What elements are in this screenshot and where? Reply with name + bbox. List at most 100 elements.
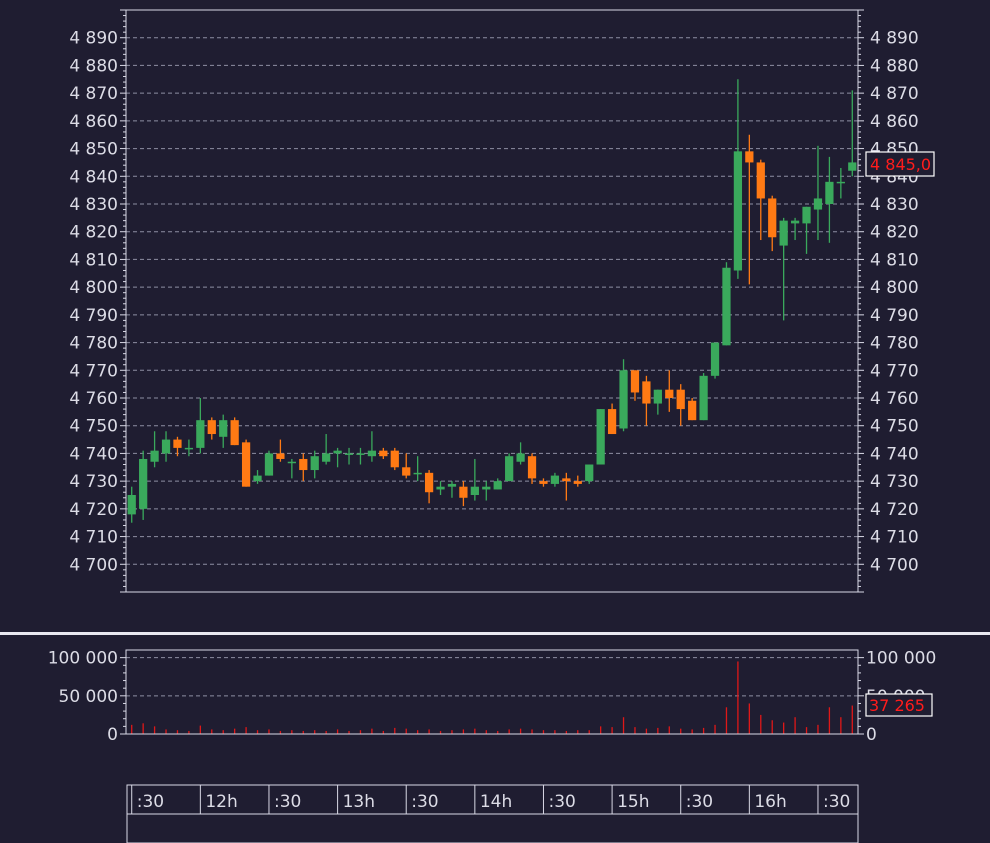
candle-body	[585, 464, 594, 482]
time-label: :30	[274, 792, 301, 812]
candle-body	[756, 162, 765, 199]
volume-bars	[131, 661, 853, 734]
time-label: 12h	[205, 792, 237, 812]
volume-tick-label-left: 0	[107, 725, 118, 745]
price-tick-label-right: 4 750	[870, 417, 919, 437]
candle-body	[310, 456, 319, 471]
candle-body	[253, 475, 262, 482]
price-tick-label-right: 4 790	[870, 306, 919, 326]
price-tick-label-right: 4 820	[870, 223, 919, 243]
candle-body	[230, 420, 239, 446]
price-tick-label-right: 4 780	[870, 334, 919, 354]
price-tick-label-left: 4 780	[69, 334, 118, 354]
price-tick-label-right: 4 800	[870, 278, 919, 298]
price-tick-label-left: 4 760	[69, 389, 118, 409]
price-tick-label-right: 4 710	[870, 528, 919, 548]
volume-panel-frame	[125, 649, 859, 735]
time-label: 14h	[480, 792, 512, 812]
candle-body	[733, 151, 743, 271]
time-label: :30	[686, 792, 713, 812]
candle-body	[390, 450, 399, 468]
candle-body	[139, 458, 148, 509]
volume-tick-label-left: 50 000	[59, 687, 118, 707]
candle-body	[276, 453, 285, 459]
price-tick-label-left: 4 830	[69, 195, 118, 215]
candle-body	[653, 389, 662, 404]
price-tick-label-left: 4 710	[69, 528, 118, 548]
time-label: :30	[548, 792, 575, 812]
candle-body	[196, 420, 205, 448]
price-tick-label-right: 4 770	[870, 361, 919, 381]
time-label: 13h	[343, 792, 375, 812]
price-tick-label-left: 4 790	[69, 306, 118, 326]
candle-body	[241, 442, 251, 487]
volume-last-value-box	[865, 693, 933, 717]
price-tick-label-left: 4 840	[69, 167, 118, 187]
price-tick-label-right: 4 760	[870, 389, 919, 409]
candle-body	[562, 478, 571, 482]
candle-body	[813, 198, 823, 210]
volume-last-value-marker: 37 265	[865, 693, 933, 717]
candle-body	[264, 453, 274, 476]
candle-body	[710, 342, 720, 376]
price-tick-label-left: 4 720	[69, 500, 118, 520]
candle-body	[802, 206, 811, 224]
candle-body	[299, 458, 308, 471]
candle-body	[470, 486, 479, 495]
candle-body	[790, 220, 800, 224]
price-tick-label-left: 4 880	[69, 56, 118, 76]
candle-body	[848, 162, 857, 171]
time-label: 16h	[754, 792, 786, 812]
candle-body	[493, 481, 502, 490]
time-label: 15h	[617, 792, 649, 812]
price-tick-label-left: 4 800	[69, 278, 118, 298]
price-tick-label-right: 4 740	[870, 444, 919, 464]
price-tick-label-left: 4 870	[69, 84, 118, 104]
candle-body	[402, 467, 411, 476]
time-label: :30	[137, 792, 164, 812]
price-tick-label-left: 4 860	[69, 112, 118, 132]
price-tick-label-right: 4 890	[870, 29, 919, 49]
price-tick-label-right: 4 700	[870, 555, 919, 575]
price-candles	[127, 79, 857, 523]
price-tick-label-left: 4 700	[69, 555, 118, 575]
candle-body	[333, 450, 342, 454]
price-tick-label-right: 4 860	[870, 112, 919, 132]
candle-body	[688, 400, 697, 421]
candle-body	[482, 486, 491, 490]
candle-body	[607, 409, 617, 435]
candle-body	[619, 370, 628, 429]
candle-body	[367, 450, 377, 457]
price-tick-label-left: 4 810	[69, 250, 118, 270]
price-tick-label-left: 4 890	[69, 29, 118, 49]
candle-body	[287, 461, 296, 464]
candle-body	[539, 481, 548, 484]
price-tick-label-left: 4 730	[69, 472, 118, 492]
candle-body	[505, 456, 514, 482]
candle-body	[459, 486, 468, 498]
volume-tick-label-left: 100 000	[48, 649, 118, 669]
candle-body	[596, 409, 605, 465]
price-tick-label-right: 4 720	[870, 500, 919, 520]
candle-body	[825, 181, 834, 204]
candle-body	[150, 450, 159, 462]
candle-body	[184, 447, 194, 450]
candle-body	[207, 420, 216, 435]
volume-tick-label-right: 0	[866, 725, 877, 745]
candle-body	[779, 220, 788, 246]
candle-body	[127, 495, 136, 515]
volume-last-value-label: 37 265	[869, 696, 925, 715]
candle-body	[699, 375, 708, 421]
candle-body	[630, 370, 640, 393]
volume-axis-ticks	[120, 657, 864, 735]
candle-body	[665, 389, 674, 398]
price-last-value-label: 4 845,0	[870, 155, 931, 174]
candle-body	[573, 481, 582, 484]
volume-tick-label-right: 100 000	[866, 649, 936, 669]
candle-body	[161, 439, 171, 454]
candle-body	[344, 453, 354, 455]
panel-separator[interactable]	[0, 632, 990, 635]
price-tick-label-left: 4 850	[69, 140, 118, 160]
